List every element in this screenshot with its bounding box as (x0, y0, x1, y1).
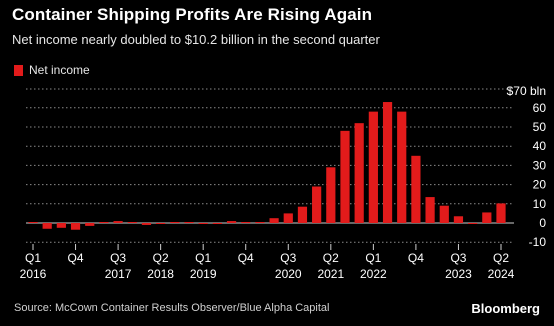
y-tick-label: 40 (533, 139, 547, 153)
x-tick-quarter-label: Q3 (450, 251, 466, 265)
x-tick-quarter-label: Q2 (493, 251, 509, 265)
bar (453, 216, 464, 223)
bar (28, 222, 38, 223)
bar (184, 222, 194, 223)
x-tick-quarter-label: Q3 (110, 251, 126, 265)
bar (312, 186, 322, 223)
bar (226, 221, 237, 223)
gridlines (26, 88, 514, 243)
chart-title: Container Shipping Profits Are Rising Ag… (12, 5, 373, 24)
y-tick-label: -10 (529, 235, 547, 249)
y-tick-label: 20 (533, 178, 547, 192)
bar (382, 102, 393, 223)
x-tick-year-label: 2023 (445, 267, 472, 281)
source-note: Source: McCown Container Results Observe… (14, 302, 330, 314)
bar (113, 221, 123, 223)
y-tick-label: 10 (533, 197, 547, 211)
x-tick-quarter-label: Q4 (408, 251, 424, 265)
x-tick-quarter-label: Q3 (280, 251, 296, 265)
x-tick-year-label: 2019 (190, 267, 217, 281)
bar (127, 222, 137, 223)
x-tick-year-label: 2020 (275, 267, 302, 281)
x-tick-quarter-label: Q2 (153, 251, 169, 265)
x-tick-quarter-label: Q1 (25, 251, 41, 265)
y-tick-label: 0 (539, 216, 546, 230)
x-tick-year-label: 2022 (360, 267, 387, 281)
bar (42, 223, 52, 229)
bar (269, 218, 279, 223)
chart-subtitle: Net income nearly doubled to $10.2 billi… (12, 32, 380, 47)
x-tick-quarter-label: Q1 (365, 251, 381, 265)
bar (255, 222, 265, 223)
bar (439, 205, 449, 223)
bar (170, 222, 180, 223)
bar (326, 167, 336, 223)
bar (411, 155, 421, 223)
y-axis: $70 bln -10 0 10 20 30 40 50 60 (507, 84, 547, 249)
y-axis-unit-label: $70 bln (507, 84, 546, 98)
bar (496, 203, 506, 223)
bar (425, 197, 435, 223)
bar (198, 223, 208, 224)
x-tick-quarter-label: Q4 (68, 251, 84, 265)
x-tick-quarter-label: Q2 (323, 251, 339, 265)
x-tick-year-label: 2017 (105, 267, 132, 281)
bar (297, 206, 308, 223)
x-tick-year-label: 2024 (488, 267, 515, 281)
bar (212, 223, 222, 224)
bar (85, 223, 95, 226)
y-tick-label: 30 (533, 158, 547, 172)
bar (283, 213, 293, 223)
bar (241, 222, 251, 223)
bar (397, 111, 407, 223)
bar (468, 223, 478, 224)
bloomberg-logo: Bloomberg (471, 301, 540, 316)
x-axis: Q1 2016 Q4 Q3 2017 Q2 2018 Q1 2019 Q4 Q3 2020 Q2 2021… (20, 244, 515, 281)
x-tick-quarter-label: Q4 (238, 251, 254, 265)
y-tick-label: 60 (533, 101, 547, 115)
x-tick-quarter-label: Q1 (195, 251, 211, 265)
y-tick-label: 50 (533, 120, 547, 134)
bar (354, 123, 364, 223)
bar (156, 223, 166, 224)
legend-swatch (14, 64, 23, 76)
bar (340, 130, 350, 223)
bar (70, 223, 81, 230)
bar (368, 111, 378, 223)
bars (28, 102, 506, 230)
bar (99, 222, 109, 223)
legend: Net income (14, 63, 90, 77)
bar (141, 223, 152, 225)
legend-label: Net income (29, 63, 90, 77)
bar (56, 223, 66, 228)
x-tick-year-label: 2016 (20, 267, 47, 281)
bar (482, 212, 492, 223)
x-tick-year-label: 2021 (317, 267, 344, 281)
x-tick-year-label: 2018 (147, 267, 174, 281)
